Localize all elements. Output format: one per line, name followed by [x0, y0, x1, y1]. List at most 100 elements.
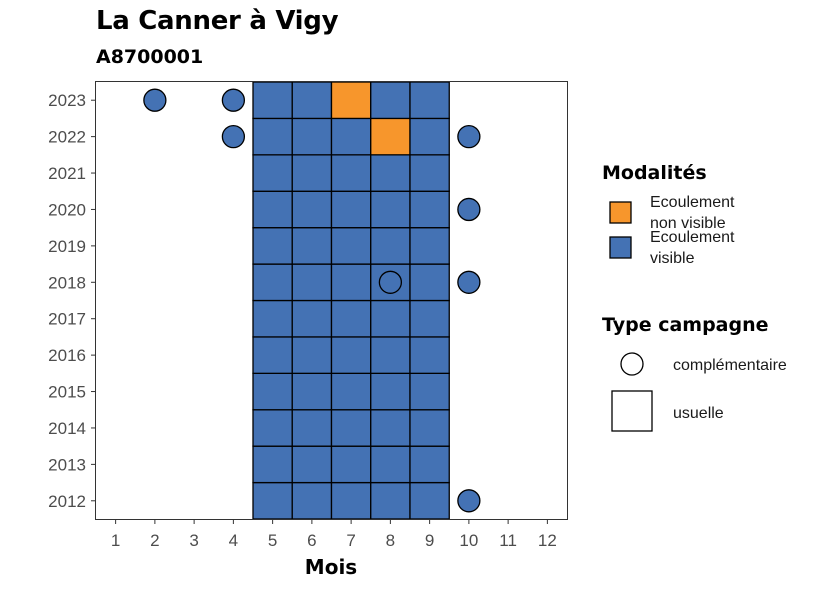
tile-2020-7 [330, 190, 372, 229]
tile-2012-8 [370, 481, 411, 520]
y-tick-label-2022: 2022 [48, 128, 86, 147]
tile-2012-6 [291, 481, 333, 520]
tile-2020-6 [291, 190, 333, 229]
tile-2016-9 [409, 336, 450, 374]
tile-2017-7 [330, 299, 372, 338]
tile-2021-7 [330, 154, 372, 192]
y-tick-label-2017: 2017 [48, 310, 86, 329]
legend-label-ecoulement_non_visible-line1: Ecoulement [650, 194, 735, 211]
legend-swatch-ecoulement_non_visible [609, 201, 632, 224]
tile-2013-6 [291, 445, 333, 484]
tile-2015-9 [409, 372, 450, 411]
tile-2020-5 [252, 190, 293, 229]
x-tick-label-5: 5 [268, 531, 277, 550]
x-tick-label-11: 11 [499, 531, 517, 550]
tile-2022-7 [330, 117, 372, 156]
tile-2012-5 [252, 481, 293, 520]
tile-2022-6 [291, 117, 333, 156]
legend-label-ecoulement_non_visible-line2: non visible [650, 215, 726, 232]
tile-2017-5 [252, 299, 293, 338]
tile-layer [252, 81, 450, 520]
tile-2015-7 [330, 372, 372, 411]
tile-2016-8 [370, 336, 411, 374]
y-tick-label-2018: 2018 [48, 273, 86, 292]
tile-2019-7 [330, 227, 372, 265]
tile-2021-6 [291, 154, 333, 192]
tile-2017-9 [409, 299, 450, 338]
point-2023-2 [143, 88, 167, 112]
legend-key-square [611, 390, 653, 432]
tile-2021-8 [370, 154, 411, 192]
legend-campagne-title: Type campagne [602, 314, 769, 336]
tile-2012-7 [330, 481, 372, 520]
legend-label-circle: complémentaire [673, 357, 787, 374]
tile-2014-6 [291, 409, 333, 447]
tile-2015-8 [370, 372, 411, 411]
chart-subtitle: A8700001 [96, 46, 204, 68]
x-tick-label-9: 9 [425, 531, 434, 550]
y-axis: 2012 2013 2014 2015 2016 2017 2018 2019 2020 2021… [48, 91, 96, 511]
y-tick-label-2020: 2020 [48, 200, 86, 219]
tile-2020-8 [370, 190, 411, 229]
y-tick-label-2021: 2021 [48, 164, 86, 183]
legend-type-campagne: Type campagne complémentaire usuelle [602, 314, 787, 432]
point-2022-10 [457, 124, 481, 149]
plot-panel-border [95, 81, 568, 520]
x-tick-label-8: 8 [386, 531, 395, 550]
tile-2023-9 [409, 81, 450, 120]
legend-label-square: usuelle [673, 405, 724, 422]
tile-2023-6 [291, 81, 333, 120]
tile-2019-8 [370, 227, 411, 265]
y-tick-label-2019: 2019 [48, 237, 86, 256]
tile-2023-8 [370, 81, 411, 120]
tile-2018-7 [330, 263, 372, 302]
point-2022-4 [221, 124, 246, 149]
tile-2015-5 [252, 372, 293, 411]
tile-2023-7 [330, 81, 372, 120]
tile-2013-9 [409, 445, 450, 484]
tile-2016-5 [252, 336, 293, 374]
tile-2019-9 [409, 227, 450, 265]
tile-2021-5 [252, 154, 293, 192]
tile-2013-7 [330, 445, 372, 484]
tile-2013-8 [370, 445, 411, 484]
tile-2014-5 [252, 409, 293, 447]
tile-2015-6 [291, 372, 333, 411]
tile-2018-6 [291, 263, 333, 302]
tile-2019-6 [291, 227, 333, 265]
legend-modalites-title: Modalités [602, 162, 707, 184]
x-tick-label-2: 2 [150, 531, 159, 550]
x-tick-label-6: 6 [307, 531, 316, 550]
point-2023-4 [221, 88, 246, 112]
tile-2022-9 [409, 117, 450, 156]
tile-2018-5 [252, 263, 293, 302]
tile-2023-5 [252, 81, 293, 120]
x-tick-label-1: 1 [111, 531, 120, 550]
tile-2013-5 [252, 445, 293, 484]
legend-key-circle [620, 352, 644, 376]
tile-2014-9 [409, 409, 450, 447]
tile-2022-5 [252, 117, 293, 156]
point-2018-8 [378, 270, 403, 294]
x-axis-title: Mois [305, 555, 357, 579]
tile-2020-9 [409, 190, 450, 229]
x-tick-label-7: 7 [346, 531, 355, 550]
tile-2017-8 [370, 299, 411, 338]
x-tick-label-12: 12 [538, 531, 557, 550]
point-2020-10 [457, 197, 481, 222]
point-layer [143, 88, 481, 513]
y-tick-label-2015: 2015 [48, 383, 86, 402]
tile-2012-9 [409, 481, 450, 520]
y-tick-label-2016: 2016 [48, 346, 86, 365]
tile-2014-8 [370, 409, 411, 447]
x-tick-label-10: 10 [459, 531, 478, 550]
x-tick-label-4: 4 [229, 531, 238, 550]
chart-title: La Canner à Vigy [96, 6, 339, 36]
y-tick-label-2014: 2014 [48, 419, 86, 438]
tile-2022-8 [370, 117, 411, 156]
tile-2018-9 [409, 263, 450, 302]
tile-2014-7 [330, 409, 372, 447]
y-tick-label-2013: 2013 [48, 455, 86, 474]
x-tick-label-3: 3 [189, 531, 198, 550]
